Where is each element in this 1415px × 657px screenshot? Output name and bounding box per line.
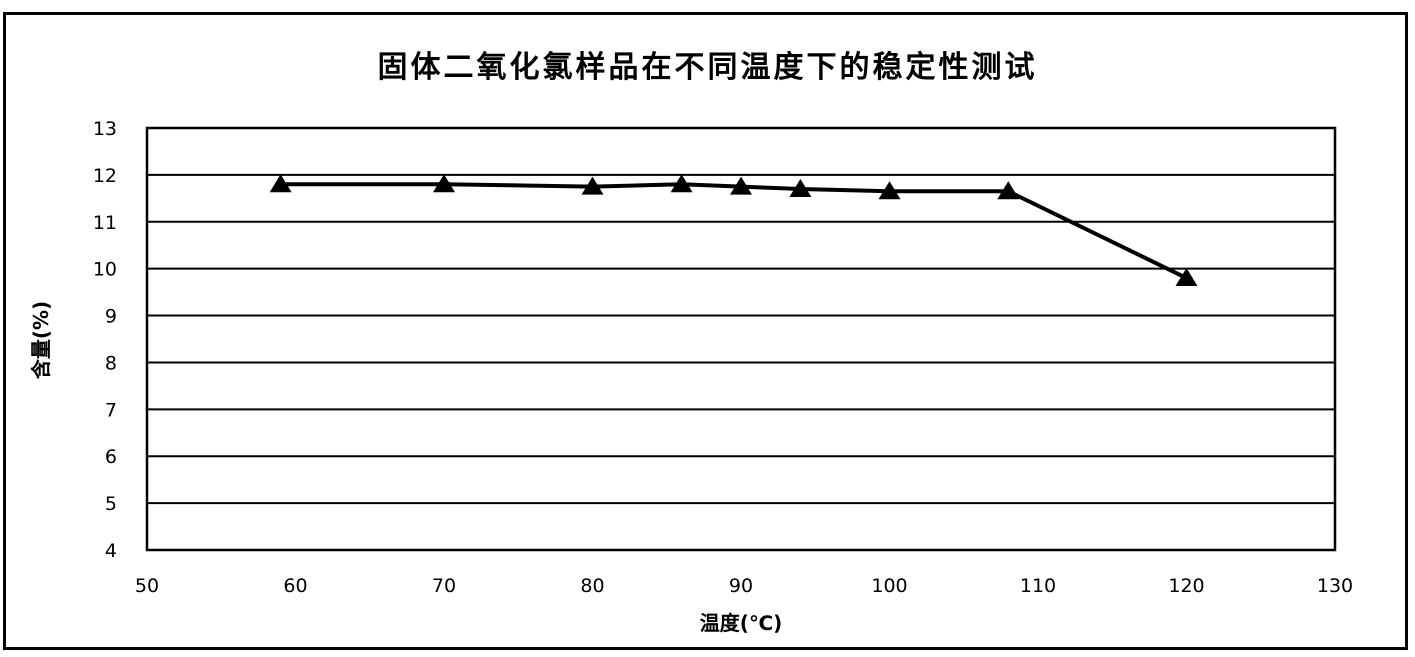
y-axis-label: 含量(%)	[29, 301, 53, 379]
x-tick-label: 130	[1317, 575, 1353, 597]
x-tick-label: 120	[1168, 575, 1204, 597]
x-tick-label: 90	[729, 575, 753, 597]
series-line	[280, 182, 1188, 280]
x-tick-label: 80	[580, 575, 604, 597]
data-point-triangle	[878, 181, 901, 200]
y-tick-label: 13	[93, 118, 117, 140]
data-point-triangle	[1175, 268, 1198, 287]
y-tick-label: 5	[105, 493, 117, 515]
x-tick-label: 100	[871, 575, 907, 597]
x-tick-label: 110	[1020, 575, 1056, 597]
data-point-triangle	[269, 174, 292, 193]
x-tick-label: 50	[135, 575, 159, 597]
y-tick-label: 6	[105, 446, 117, 468]
y-tick-label: 10	[93, 259, 117, 281]
data-point-triangle	[789, 178, 812, 197]
data-point-triangle	[433, 174, 455, 193]
y-tick-label: 4	[105, 540, 117, 562]
data-point-triangle	[581, 176, 604, 195]
chart-frame	[3, 12, 1408, 650]
y-tick-label: 8	[105, 352, 117, 374]
x-tick-label: 70	[432, 575, 456, 597]
chart-title: 固体二氧化氯样品在不同温度下的稳定性测试	[377, 50, 1038, 85]
data-point-triangle	[670, 174, 693, 193]
y-tick-label: 7	[105, 399, 117, 421]
data-point-triangle	[730, 176, 752, 195]
x-axis-label: 温度(℃)	[700, 611, 783, 635]
y-tick-label: 11	[93, 212, 117, 234]
y-tick-label: 9	[105, 306, 117, 328]
plot-area	[145, 126, 1337, 552]
data-point-triangle	[997, 181, 1020, 200]
y-tick-label: 12	[93, 165, 117, 187]
x-tick-label: 60	[283, 575, 307, 597]
